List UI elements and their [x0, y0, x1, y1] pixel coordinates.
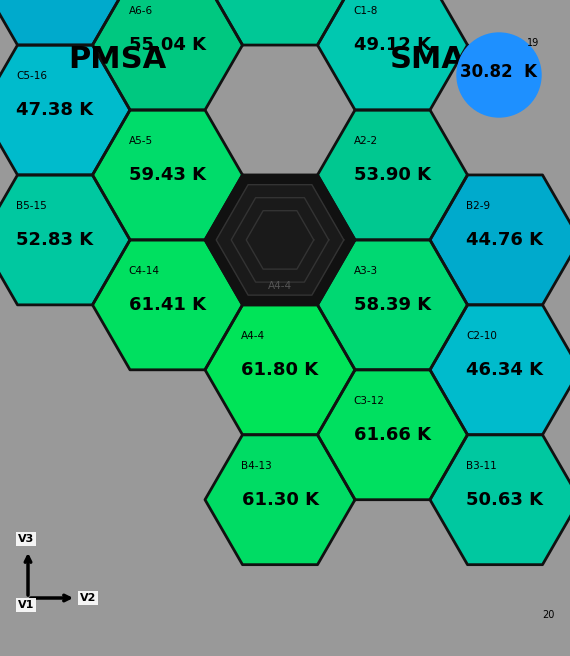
Text: A4-4: A4-4: [268, 281, 292, 291]
Polygon shape: [205, 175, 355, 305]
Polygon shape: [246, 211, 314, 269]
Text: 61.66 K: 61.66 K: [354, 426, 431, 443]
Polygon shape: [0, 175, 130, 305]
Polygon shape: [231, 197, 329, 282]
Text: A2-2: A2-2: [353, 136, 377, 146]
Text: SMA: SMA: [390, 45, 466, 74]
Text: 47.38 K: 47.38 K: [17, 101, 93, 119]
Text: A3-3: A3-3: [353, 266, 377, 276]
Text: 50.63 K: 50.63 K: [466, 491, 544, 508]
Text: V3: V3: [18, 534, 34, 544]
Polygon shape: [430, 435, 570, 565]
Text: 55.04 K: 55.04 K: [129, 36, 206, 54]
Polygon shape: [92, 0, 242, 110]
Circle shape: [457, 33, 541, 117]
Polygon shape: [92, 110, 242, 240]
Text: C4-14: C4-14: [128, 266, 160, 276]
Text: 52.83 K: 52.83 K: [17, 231, 93, 249]
Text: V1: V1: [18, 600, 34, 610]
Polygon shape: [92, 240, 242, 370]
Text: C5-16: C5-16: [16, 71, 47, 81]
Text: C1-8: C1-8: [353, 6, 378, 16]
Text: 59.43 K: 59.43 K: [129, 166, 206, 184]
Polygon shape: [205, 0, 355, 45]
Polygon shape: [216, 185, 344, 295]
Text: 44.76 K: 44.76 K: [466, 231, 544, 249]
Text: 19: 19: [527, 38, 539, 48]
Polygon shape: [205, 305, 355, 435]
Text: C3-12: C3-12: [353, 396, 385, 406]
Polygon shape: [0, 0, 130, 45]
Polygon shape: [0, 45, 130, 175]
Polygon shape: [317, 110, 467, 240]
Text: V2: V2: [80, 593, 96, 603]
Text: C2-10: C2-10: [466, 331, 497, 341]
Text: A5-5: A5-5: [128, 136, 153, 146]
Text: 46.34 K: 46.34 K: [466, 361, 544, 379]
Text: A4-4: A4-4: [241, 331, 265, 341]
Text: B5-15: B5-15: [16, 201, 47, 211]
Text: B2-9: B2-9: [466, 201, 490, 211]
Text: A6-6: A6-6: [128, 6, 153, 16]
Polygon shape: [205, 435, 355, 565]
Text: 49.12 K: 49.12 K: [354, 36, 431, 54]
Text: 20: 20: [543, 610, 555, 620]
Text: 61.80 K: 61.80 K: [242, 361, 319, 379]
Polygon shape: [430, 175, 570, 305]
Text: B4-13: B4-13: [241, 461, 272, 471]
Text: 58.39 K: 58.39 K: [354, 296, 431, 314]
Polygon shape: [317, 0, 467, 110]
Text: 61.30 K: 61.30 K: [242, 491, 319, 508]
Text: 53.90 K: 53.90 K: [354, 166, 431, 184]
Polygon shape: [317, 240, 467, 370]
Text: 61.41 K: 61.41 K: [129, 296, 206, 314]
Text: PMSA: PMSA: [68, 45, 166, 74]
Polygon shape: [317, 370, 467, 500]
Text: B3-11: B3-11: [466, 461, 496, 471]
Polygon shape: [430, 305, 570, 435]
Text: 30.82  K: 30.82 K: [461, 63, 538, 81]
